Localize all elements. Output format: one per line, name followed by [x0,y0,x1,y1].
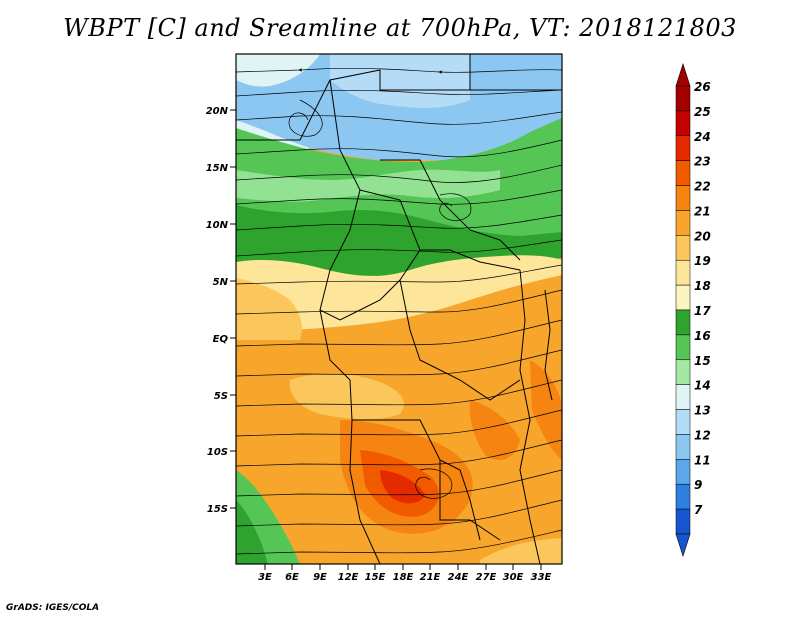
colorbar-segment [675,434,691,460]
lat-label-5n: 5N [213,277,229,288]
colorbar-segment [675,284,691,311]
colorbar-label: 19 [694,254,711,268]
lon-label-6e: 6E [285,572,299,583]
colorbar-segment [675,409,691,435]
colorbar-label: 24 [694,130,711,144]
colorbar: 26 25 24 23 22 21 20 19 18 17 16 15 14 13 12 11 9 7 [675,63,711,557]
longitude-axis: 3E 6E 9E 12E 15E 18E 21E 24E 27E 30E 33E [258,564,552,583]
lon-label-30e: 30E [503,572,524,583]
map-title: WBPT [C] and Sreamline at 700hPa, VT: 20… [63,14,737,42]
country-borders [236,54,562,564]
colorbar-segment [675,235,691,261]
lat-label-15s: 15S [207,504,228,515]
wbpt-shading [236,54,562,564]
colorbar-label: 20 [694,229,711,243]
colorbar-segment [675,110,691,137]
lat-label-eq: EQ [213,334,229,345]
colorbar-segment [675,259,691,286]
lon-label-3e: 3E [258,572,272,583]
colorbar-label: 25 [694,105,711,119]
colorbar-segment [675,359,691,385]
colorbar-segment [675,334,691,361]
latitude-axis: 20N 15N 10N 5N EQ 5S 10S 15S [206,106,236,515]
colorbar-label: 11 [694,453,711,467]
lat-label-10s: 10S [207,447,228,458]
colorbar-bottom-arrow [675,533,691,557]
colorbar-label: 21 [694,204,711,218]
colorbar-label: 18 [694,279,711,293]
colorbar-segment [675,508,691,535]
colorbar-segment [675,210,691,236]
colorbar-label: 15 [694,354,711,368]
lat-label-20n: 20N [206,106,229,117]
colorbar-segment [675,459,691,485]
map-frame [235,53,563,565]
streamlines [236,67,562,555]
colorbar-segment [675,160,691,186]
colorbar-label: 23 [694,155,711,169]
lat-label-15n: 15N [206,163,229,174]
colorbar-segment [675,309,691,336]
colorbar-segment [675,483,691,510]
colorbar-label: 13 [694,404,711,418]
colorbar-segment [675,135,691,161]
colorbar-label: 17 [694,304,711,318]
lat-label-5s: 5S [214,391,228,402]
lat-label-10n: 10N [206,220,229,231]
lon-label-24e: 24E [448,572,469,583]
lon-label-33e: 33E [531,572,552,583]
colorbar-label: 7 [694,503,703,517]
lon-label-12e: 12E [338,572,359,583]
colorbar-label: 22 [694,180,711,194]
colorbar-label: 14 [694,379,711,393]
colorbar-segment [675,85,691,112]
colorbar-label: 16 [694,329,711,343]
lon-label-27e: 27E [476,572,497,583]
lon-label-15e: 15E [365,572,386,583]
colorbar-segment [675,185,691,211]
lon-label-18e: 18E [393,572,414,583]
colorbar-top-arrow [675,63,691,87]
lon-label-9e: 9E [313,572,327,583]
lon-label-21e: 21E [420,572,441,583]
colorbar-label: 12 [694,428,711,442]
colorbar-label: 26 [694,80,711,94]
colorbar-segment [675,384,691,410]
credit-text: GrADS: IGES/COLA [6,603,100,613]
colorbar-label: 9 [694,478,702,492]
